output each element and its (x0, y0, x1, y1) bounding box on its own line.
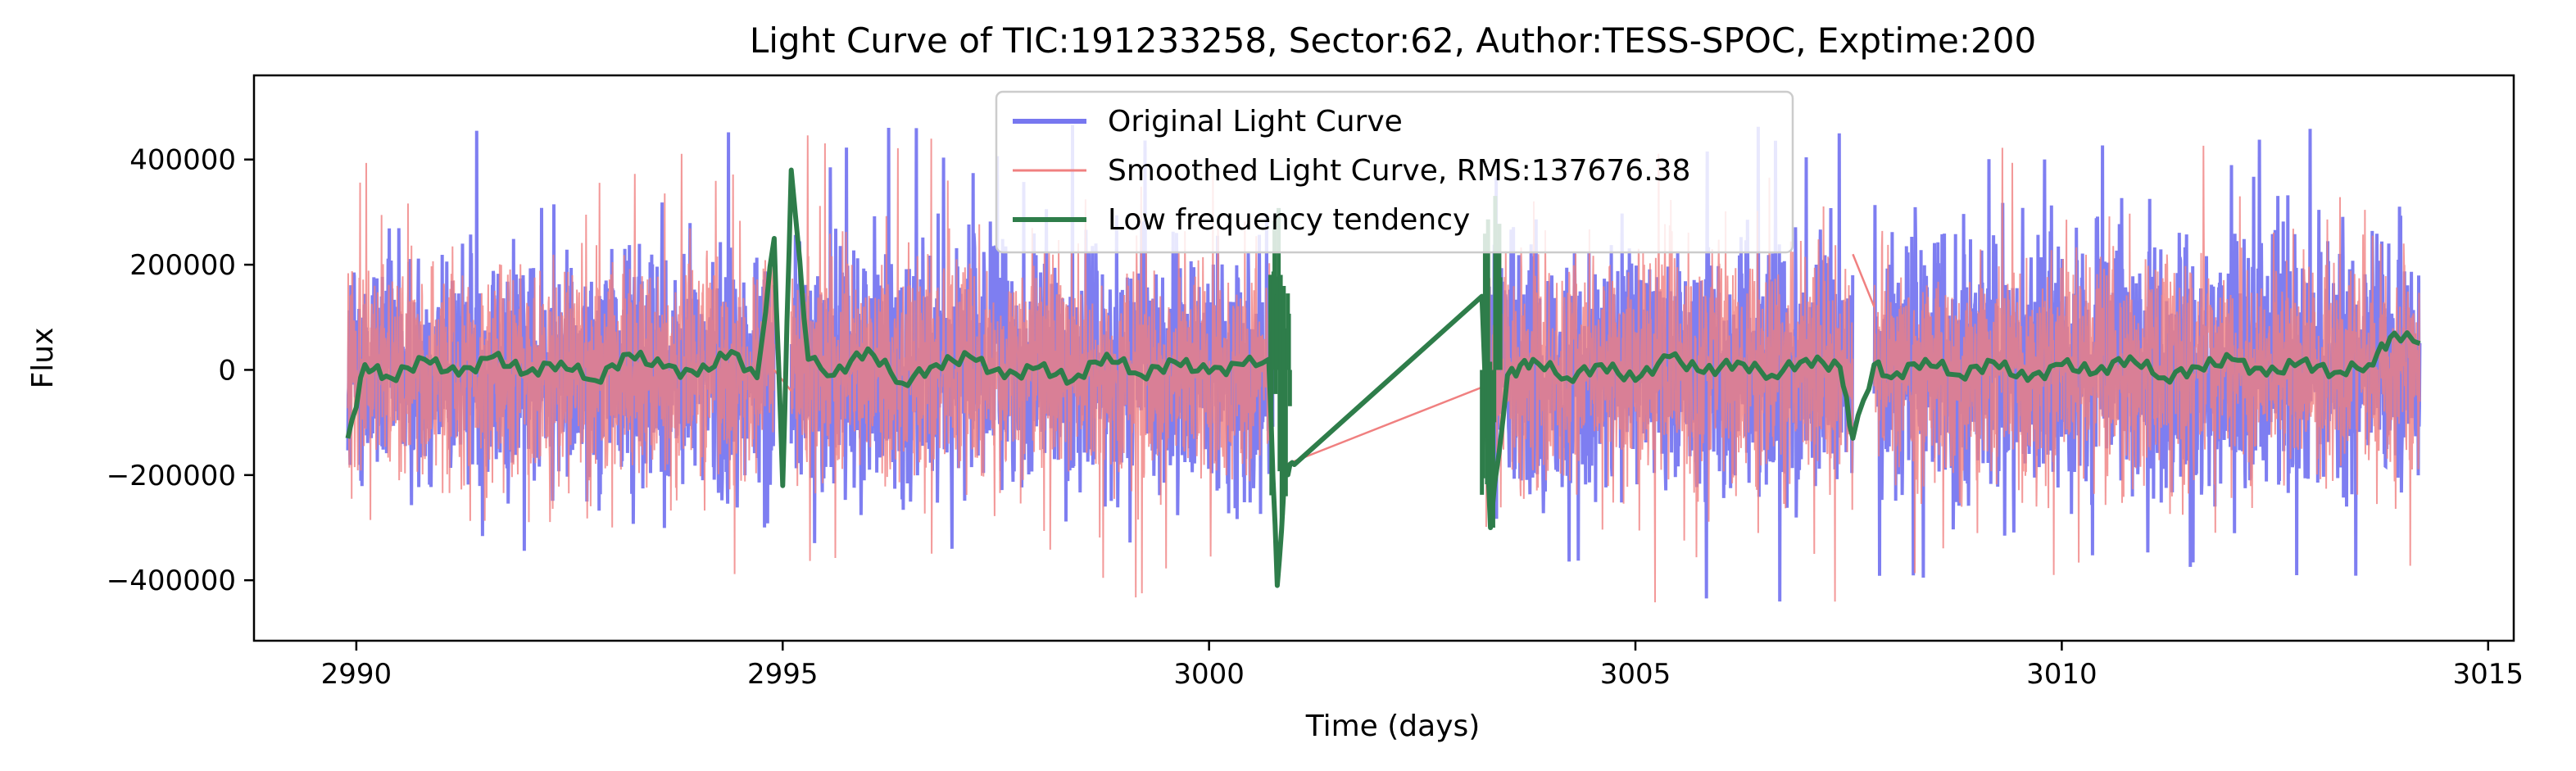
series-2-connector-3 (1852, 253, 1875, 307)
x-tick-label: 2990 (321, 658, 392, 691)
series-2-segment-1 (347, 153, 775, 574)
y-tick-label: −400000 (107, 565, 236, 597)
y-tick-label: −200000 (107, 460, 236, 492)
x-axis: 2990 2995 3000 3005 3010 3015 (321, 641, 2524, 691)
y-axis-label: Flux (26, 328, 60, 389)
legend-label-3: Low frequency tendency (1108, 203, 1470, 237)
y-tick-label: 200000 (129, 249, 236, 282)
x-tick-label: 3005 (1600, 658, 1671, 691)
legend: Original Light Curve Smoothed Light Curve… (995, 90, 1794, 254)
series-2-segment-2 (790, 135, 1274, 598)
legend-box (995, 90, 1794, 254)
x-tick-label: 3015 (2453, 658, 2524, 691)
series-2-segment-4 (1873, 145, 2421, 575)
x-tick-label: 3000 (1173, 658, 1245, 691)
plot-frame (252, 74, 2515, 642)
legend-label-2: Smoothed Light Curve, RMS:137676.38 (1108, 154, 1690, 188)
legend-label-1: Original Light Curve (1108, 105, 1403, 138)
x-tick-label: 3010 (2026, 658, 2098, 691)
x-tick-label: 2995 (747, 658, 819, 691)
series-2-line (347, 135, 2421, 603)
x-axis-label: Time (days) (1305, 710, 1481, 743)
y-tick-label: 400000 (129, 144, 236, 177)
chart-title: Light Curve of TIC:191233258, Sector:62,… (750, 20, 2036, 61)
y-tick-label: 0 (218, 354, 236, 387)
series-2-segment-3 (1485, 153, 1854, 603)
series-2-connector-2 (1285, 384, 1487, 466)
y-axis: −400000 −200000 0 200000 400000 (107, 144, 254, 597)
